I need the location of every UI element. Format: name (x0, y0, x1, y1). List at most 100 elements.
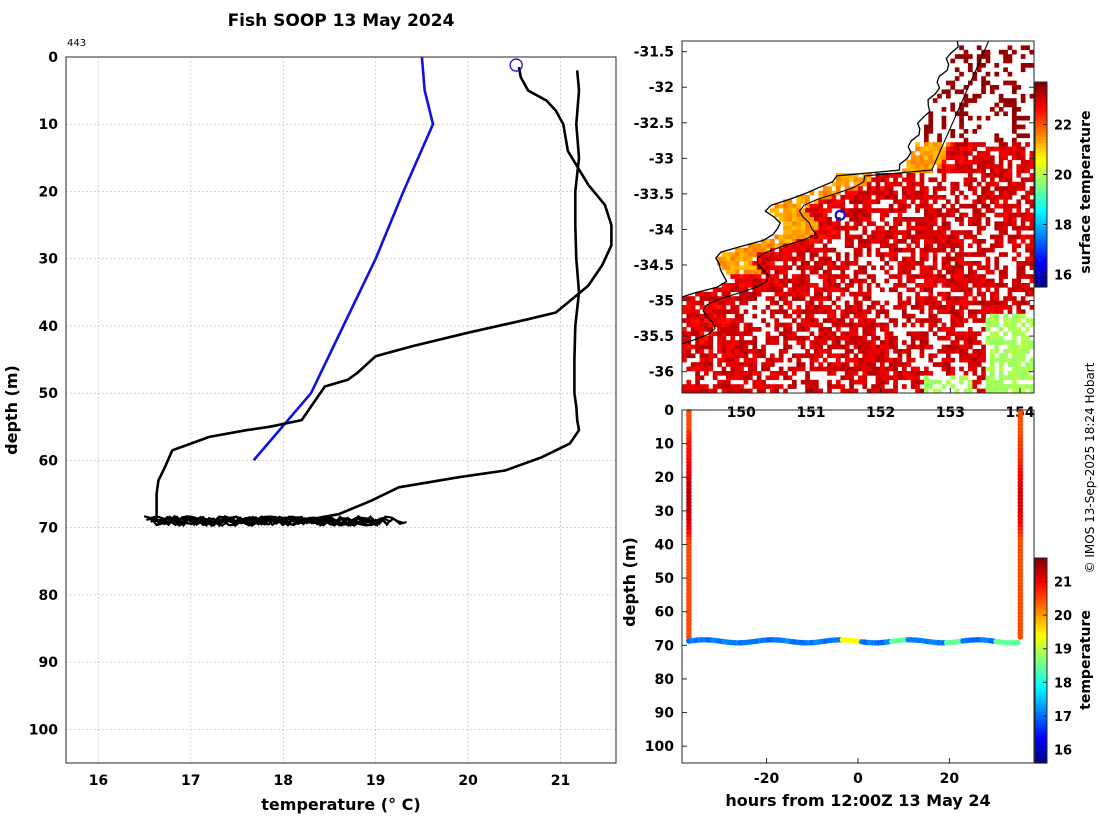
sst-cell (721, 313, 727, 319)
sst-colorbar-swatch (1035, 274, 1047, 278)
sst-cell (686, 313, 692, 319)
sst-cell (756, 261, 762, 266)
sst-cell (792, 208, 797, 213)
sst-cell (875, 300, 881, 306)
sst-cell (871, 274, 876, 279)
sst-cell (954, 278, 960, 284)
sst-cell (770, 335, 775, 341)
sst-cell (919, 318, 925, 323)
sst-cell (1007, 357, 1013, 363)
sst-cell (1012, 318, 1017, 323)
sst-cell (796, 230, 802, 235)
sst-cell (1012, 384, 1017, 389)
sst-cell (858, 234, 863, 240)
sst-cell (906, 287, 912, 293)
sst-cell (730, 371, 736, 376)
sst-cell (734, 322, 740, 328)
sst-cell (954, 76, 960, 81)
sst-cell (994, 85, 1000, 90)
sst-cell (844, 225, 850, 231)
sst-cell (770, 388, 775, 393)
sst-cell (994, 349, 1000, 354)
sst-cell (1003, 111, 1008, 117)
sst-cell (836, 384, 841, 389)
sst-cell (1025, 287, 1030, 293)
map-y-tick-label: -35.5 (634, 329, 674, 345)
sst-cell (998, 366, 1004, 372)
sst-cell (726, 331, 731, 337)
sst-cell (708, 313, 714, 319)
sst-cell (708, 335, 714, 341)
sst-cell (994, 291, 1000, 297)
sst-cell (862, 199, 868, 205)
sst-cell (910, 379, 916, 385)
sst-cell (963, 340, 969, 345)
sst-cell (836, 379, 841, 385)
sst-cell (1016, 375, 1022, 381)
time-depth-points (686, 408, 1024, 646)
sst-cell (805, 208, 810, 213)
sst-cell (1007, 58, 1013, 64)
sst-colorbar-swatch (1035, 91, 1047, 96)
sst-cell (734, 313, 740, 319)
sst-cell (906, 362, 912, 367)
sst-cell (844, 212, 850, 218)
sst-cell (1003, 203, 1008, 209)
sst-cell (831, 362, 837, 367)
sst-cell (1012, 221, 1017, 227)
sst-cell (968, 54, 973, 59)
sst-colorbar-swatch (1035, 184, 1047, 189)
sst-cell (867, 393, 872, 398)
sst-cell (800, 296, 806, 301)
sst-cell (844, 287, 850, 293)
sst-cell (1007, 375, 1013, 381)
sst-cell (862, 296, 868, 301)
sst-cell (959, 146, 964, 152)
sst-cell (743, 362, 749, 367)
sst-cell (726, 309, 731, 315)
sst-cell (941, 296, 947, 301)
sst-cell (822, 305, 828, 310)
sst-cell (981, 353, 986, 359)
sst-cell (770, 256, 775, 262)
sst-cell (836, 230, 841, 235)
sst-cell (941, 243, 947, 249)
sst-cell (884, 173, 890, 178)
sst-cell (1012, 243, 1017, 249)
sst-cell (950, 239, 956, 244)
sst-cell (963, 230, 969, 235)
sst-colorbar-swatch (1035, 123, 1047, 128)
profile-annotation-bottom: 443 (172, 516, 191, 527)
sst-cell (968, 252, 973, 257)
sst-cell (1012, 155, 1017, 161)
sst-cell (1020, 375, 1026, 381)
sst-cell (761, 283, 766, 288)
sst-cell (976, 357, 982, 363)
sst-cell (910, 239, 916, 244)
sst-cell (1003, 353, 1008, 359)
sst-cell (1029, 322, 1034, 328)
sst-cell (721, 357, 727, 363)
sst-cell (708, 344, 714, 350)
sst-cell (888, 256, 894, 262)
sst-cell (1016, 300, 1022, 306)
sst-cell (937, 300, 942, 306)
sst-cell (734, 318, 740, 323)
sst-cell (752, 371, 758, 376)
sst-cell (968, 335, 973, 341)
sst-cell (734, 274, 740, 279)
sst-cell (946, 199, 951, 205)
temp-colorbar-swatch (1035, 718, 1047, 722)
sst-cell (699, 357, 705, 363)
sst-cell (734, 252, 740, 257)
sst-cell (822, 349, 828, 354)
sst-cell (963, 155, 969, 161)
sst-cell (805, 349, 810, 354)
sst-cell (928, 142, 934, 147)
sst-cell (998, 252, 1004, 257)
sst-cell (1016, 366, 1022, 372)
sst-cell (822, 252, 828, 257)
sst-cell (739, 340, 744, 345)
sst-cell (981, 318, 986, 323)
